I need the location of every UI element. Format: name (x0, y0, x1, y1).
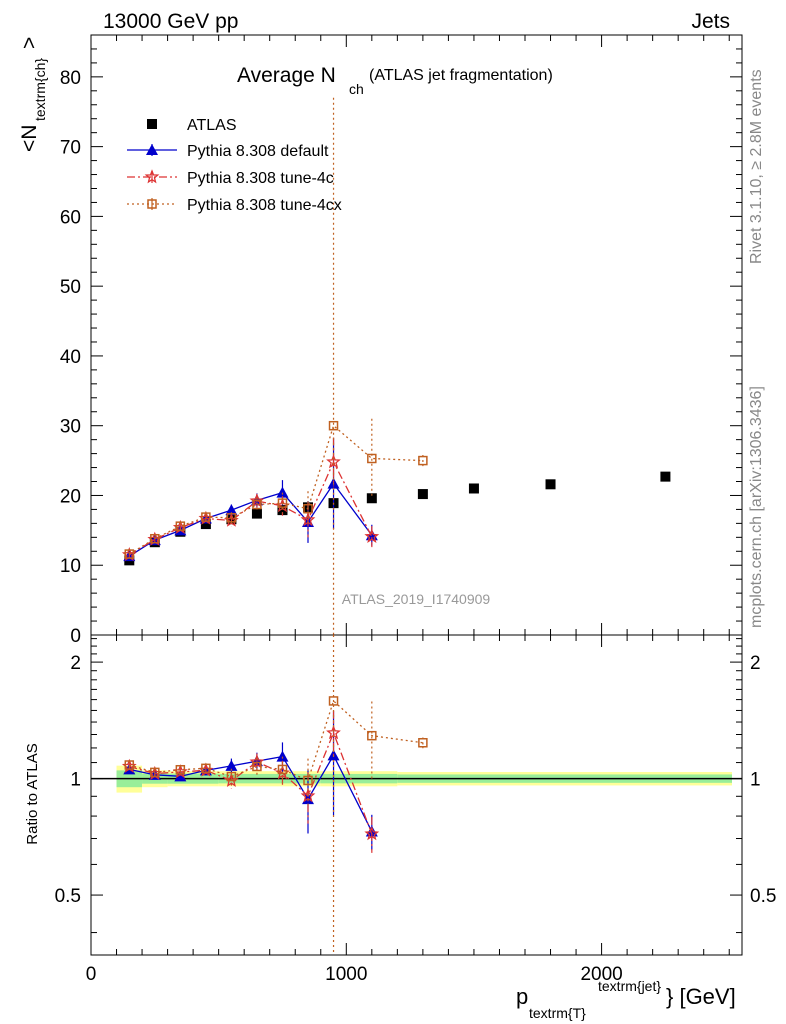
legend-label: Pythia 8.308 default (187, 143, 329, 160)
legend-marker (147, 199, 157, 209)
y-tick-label: 0 (70, 626, 81, 647)
ratio-point (300, 788, 316, 803)
ratio-point (226, 771, 237, 782)
ratio-point (252, 761, 262, 772)
ylabel-sub: textrm{ch} (32, 58, 48, 121)
ratio-point (124, 760, 135, 770)
ylabel-main: <N (18, 125, 41, 152)
data-point (366, 493, 377, 504)
legend: ATLAS Pythia 8.308 default Pythia 8.308 tu… (127, 117, 342, 214)
ratio-point (328, 696, 339, 706)
ratio-point (276, 750, 289, 762)
ratio-panel-frame (90, 634, 743, 956)
ratio-tick-label: 2 (750, 653, 761, 674)
y-tick-label: 40 (60, 347, 81, 368)
data-point (303, 503, 313, 514)
data-point (226, 513, 237, 523)
header-right: Jets (691, 10, 730, 33)
data-point (277, 498, 288, 508)
data-point (417, 489, 428, 500)
ratio-series-line (129, 731, 373, 835)
ratio-point (367, 730, 377, 741)
y-tick-label: 80 (60, 68, 81, 89)
y-axis-label: <N textrm{ch} > (18, 37, 48, 152)
mcplots-label: mcplots.cern.ch [arXiv:1306.3436] (748, 386, 765, 628)
ratio-tick-label: 2 (70, 653, 81, 674)
y-tick-label: 20 (60, 486, 81, 507)
x-axis-label: p textrm{T} textrm{jet} } [GeV] (516, 978, 736, 1021)
ratio-tick-label: 1 (70, 770, 81, 791)
ratio-series-line (129, 754, 373, 832)
axis-ticks: 0 1000 2000 0 10 20 30 40 50 60 70 80 0.5 0.5 1 1 2 2 (55, 35, 776, 985)
data-point (201, 512, 211, 522)
data-point (328, 420, 339, 431)
ratio-point (277, 764, 288, 775)
data-point (251, 508, 262, 519)
ylabel-end: > (18, 37, 41, 49)
title-main: Average N (237, 64, 336, 87)
ratio-tick-label: 0.5 (55, 886, 81, 907)
y-tick-label: 70 (60, 138, 81, 159)
ratio-tick-label: 1 (750, 770, 761, 791)
ratio-series-line (129, 699, 423, 782)
data-point (364, 528, 380, 543)
data-point (252, 499, 262, 510)
legend-label: ATLAS (187, 117, 237, 134)
legend-label: Pythia 8.308 tune-4cx (187, 197, 342, 214)
ratio-point (303, 775, 313, 786)
ratio-point (225, 759, 238, 771)
y-tick-label: 50 (60, 277, 81, 298)
data-point (468, 483, 479, 494)
ratio-point (201, 763, 211, 774)
y-tick-label: 30 (60, 417, 81, 438)
xlabel-sup: textrm{jet} (598, 978, 661, 994)
ratio-plot-marks (121, 635, 428, 955)
x-tick-label: 0 (86, 964, 97, 985)
y-tick-label: 60 (60, 207, 81, 228)
xlabel-p: p (516, 984, 528, 1009)
legend-marker (147, 119, 157, 129)
xlabel-sub: textrm{T} (529, 1005, 586, 1021)
title-note: (ATLAS jet fragmentation) (369, 67, 553, 84)
data-point (367, 453, 377, 464)
x-tick-label: 1000 (325, 964, 367, 985)
ratio-y-axis-label: Ratio to ATLAS (24, 743, 41, 844)
rivet-label: Rivet 3.1.10, ≥ 2.8M events (748, 69, 765, 264)
title-sub: ch (349, 81, 364, 97)
x-tick-label: 2000 (580, 964, 622, 985)
xlabel-end: } [GeV] (666, 984, 736, 1009)
header-left: 13000 GeV pp (103, 10, 238, 33)
data-point (418, 455, 428, 466)
data-point (150, 533, 160, 544)
ratio-point (175, 764, 186, 775)
data-point (660, 471, 671, 482)
ratio-point (418, 738, 428, 748)
legend-marker (146, 144, 158, 155)
ratio-point (150, 767, 160, 778)
chart-title: Average N ch (ATLAS jet fragmentation) (237, 64, 553, 97)
series-line (128, 424, 423, 555)
data-point (277, 505, 288, 516)
watermark: ATLAS_2019_I1740909 (342, 591, 491, 607)
ratio-point (364, 826, 380, 841)
legend-marker (144, 169, 160, 184)
data-point (225, 504, 238, 516)
data-point (200, 519, 211, 530)
data-point (545, 479, 556, 490)
data-point (175, 521, 186, 531)
ratio-tick-label: 0.5 (750, 886, 776, 907)
main-plot-marks (121, 97, 671, 635)
series-line (128, 482, 373, 557)
y-tick-label: 10 (60, 556, 81, 577)
ratio-point (174, 770, 187, 782)
data-point (276, 486, 289, 498)
series-line (128, 460, 373, 556)
legend-label: Pythia 8.308 tune-4c (187, 170, 334, 187)
data-point (124, 549, 135, 559)
